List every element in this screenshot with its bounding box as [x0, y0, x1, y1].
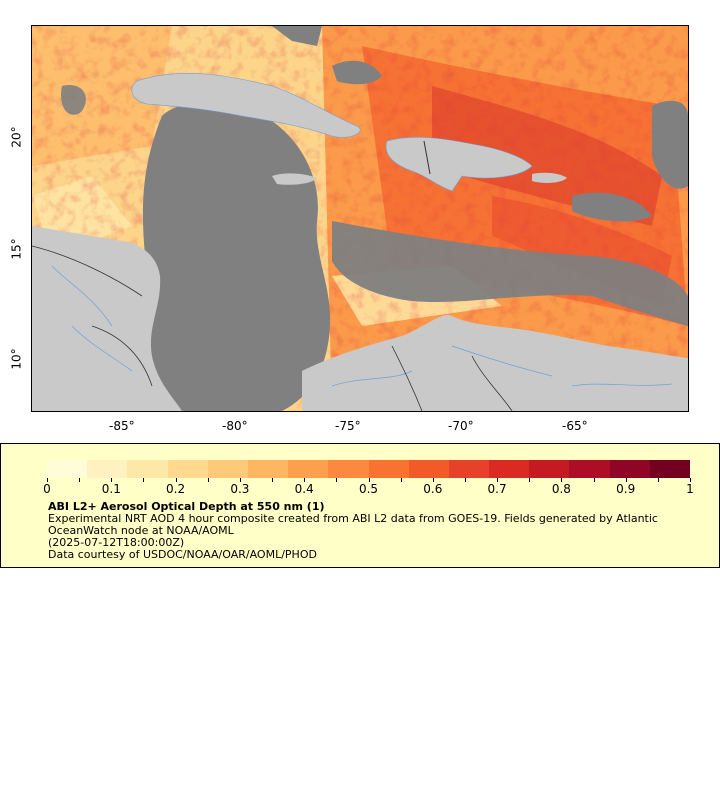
colorbar-tick-mark	[207, 478, 209, 482]
colorbar-tick-mark	[79, 478, 81, 482]
colorbar-tick-mark	[111, 478, 113, 482]
land-cuba	[131, 73, 361, 138]
colorbar-swatch	[127, 460, 168, 478]
legend-panel: ABI L2+ Aerosol Optical Depth at 550 nm …	[0, 443, 720, 568]
lon-tick: -75°	[335, 419, 361, 433]
colorbar-tick-mark	[304, 478, 306, 482]
colorbar-swatch	[368, 460, 409, 478]
colorbar-swatch	[167, 460, 208, 478]
legend-title: ABI L2+ Aerosol Optical Depth at 550 nm …	[48, 500, 325, 513]
colorbar-tick-mark	[593, 478, 595, 482]
colorbar-tick-label: 1	[686, 482, 694, 496]
legend-credit: Data courtesy of USDOC/NOAA/OAR/AOML/PHO…	[48, 548, 317, 561]
colorbar-swatch	[529, 460, 570, 478]
colorbar-tick-label: 0.6	[423, 482, 443, 496]
colorbar-swatch	[47, 460, 88, 478]
lon-tick: -80°	[222, 419, 248, 433]
colorbar-tick-mark	[690, 478, 691, 482]
colorbar-tick-mark	[625, 478, 627, 482]
colorbar-swatch	[448, 460, 490, 478]
colorbar-tick-mark	[529, 478, 531, 482]
colorbar-tick-mark	[272, 478, 274, 482]
colorbar-swatch	[288, 460, 329, 478]
colorbar-swatch	[328, 460, 369, 478]
colorbar-tick-label: 0.8	[551, 482, 571, 496]
legend-description: Experimental NRT AOD 4 hour composite cr…	[48, 512, 658, 537]
colorbar-tick-label: 0.9	[616, 482, 636, 496]
colorbar-tick-mark	[336, 478, 338, 482]
colorbar-tick-mark	[143, 478, 145, 482]
colorbar-tick-mark	[497, 478, 499, 482]
lon-tick: -65°	[562, 419, 588, 433]
colorbar-tick-mark	[368, 478, 370, 482]
colorbar-tick-mark	[464, 478, 466, 482]
colorbar-swatch	[649, 460, 690, 478]
colorbar-tick-mark	[432, 478, 434, 482]
colorbar-swatch	[247, 460, 289, 478]
colorbar-tick-label: 0.2	[166, 482, 186, 496]
land-hispaniola	[385, 137, 533, 192]
land-south-america	[302, 315, 688, 411]
colorbar-tick-mark	[657, 478, 659, 482]
lat-tick: 10°	[9, 348, 24, 370]
colorbar-tick-label: 0.4	[294, 482, 314, 496]
colorbar-tick-mark	[47, 478, 48, 482]
colorbar-tick-mark	[239, 478, 241, 482]
lat-tick: 20°	[9, 126, 24, 148]
colorbar-tick-mark	[175, 478, 177, 482]
colorbar-swatch	[408, 460, 449, 478]
colorbar-tick-mark	[561, 478, 563, 482]
colorbar-tick-label: 0	[43, 482, 51, 496]
lat-tick: 15°	[9, 238, 24, 260]
colorbar-tick-label: 0.5	[358, 482, 379, 496]
legend-text: ABI L2+ Aerosol Optical Depth at 550 nm …	[48, 501, 698, 561]
lon-tick: -70°	[448, 419, 474, 433]
colorbar-tick-label: 0.3	[230, 482, 250, 496]
colorbar-swatch	[87, 460, 128, 478]
colorbar-swatch	[489, 460, 530, 478]
colorbar-tick-label: 0.1	[101, 482, 121, 496]
map-area	[31, 25, 689, 412]
colorbar-swatch	[569, 460, 610, 478]
aod-map	[32, 26, 688, 411]
lon-tick: -85°	[109, 419, 135, 433]
colorbar-swatch	[609, 460, 650, 478]
colorbar	[47, 460, 690, 478]
colorbar-tick-mark	[400, 478, 402, 482]
legend-timestamp: (2025-07-12T18:00:00Z)	[48, 536, 185, 549]
colorbar-swatch	[207, 460, 248, 478]
colorbar-tick-label: 0.7	[487, 482, 507, 496]
